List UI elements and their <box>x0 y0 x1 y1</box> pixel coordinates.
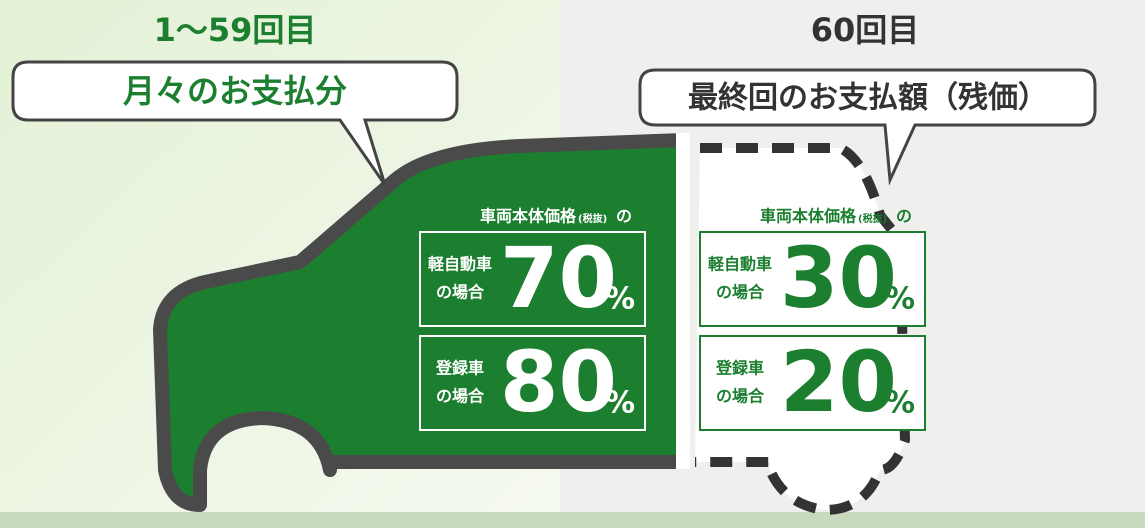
box-line2: の場合 <box>436 387 485 406</box>
price-box <box>419 335 646 431</box>
box-unit: % <box>605 282 635 317</box>
price-box <box>419 231 646 327</box>
box-unit: % <box>605 386 635 421</box>
caption: 車両本体価格 <box>480 207 577 226</box>
period-left: 1～59回目 <box>154 11 317 49</box>
callout-right <box>638 68 1097 186</box>
box-value: 80 <box>500 333 617 431</box>
price-box <box>699 335 926 431</box>
box-line1: 軽自動車 <box>428 255 492 274</box>
period-right: 60回目 <box>811 11 920 49</box>
box-line2: の場合 <box>716 387 765 406</box>
caption-suffix: の <box>896 207 912 226</box>
box-value: 20 <box>780 333 897 431</box>
car-outline-dashed <box>695 143 911 516</box>
box-line2: の場合 <box>716 283 765 302</box>
label-left: 月々のお支払分 <box>123 72 347 110</box>
caption-note: (税抜) <box>858 212 887 225</box>
caption-note: (税抜) <box>578 212 607 225</box>
box-line1: 軽自動車 <box>708 255 772 274</box>
price-box <box>699 231 926 327</box>
caption-suffix: の <box>616 207 632 226</box>
box-unit: % <box>885 386 915 421</box>
box-line1: 登録車 <box>435 359 484 378</box>
caption: 車両本体価格 <box>760 207 857 226</box>
box-line2: の場合 <box>436 283 485 302</box>
box-value: 70 <box>500 229 617 327</box>
box-value: 30 <box>780 229 897 327</box>
box-unit: % <box>885 282 915 317</box>
callout-left <box>11 60 459 186</box>
box-line1: 登録車 <box>715 359 764 378</box>
floor <box>0 512 1145 528</box>
car-divider <box>676 133 690 469</box>
label-right: 最終回のお支払額（残価） <box>688 81 1048 116</box>
